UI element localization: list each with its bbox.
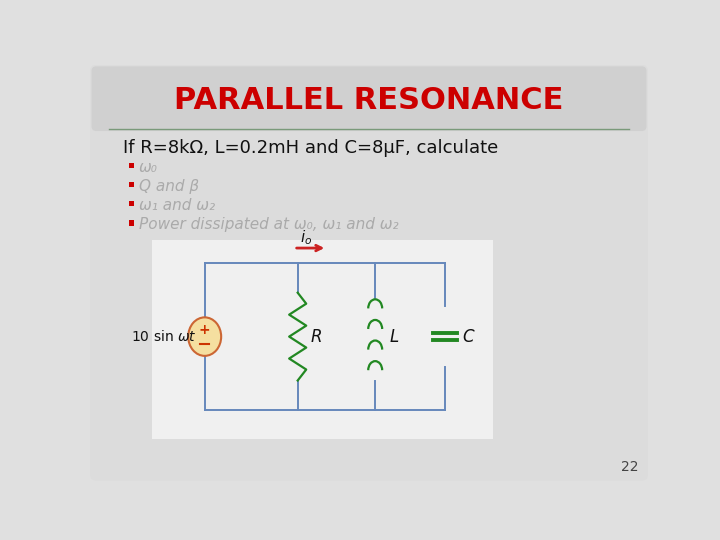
Bar — [129, 163, 134, 168]
Bar — [129, 201, 134, 206]
Text: PARALLEL RESONANCE: PARALLEL RESONANCE — [174, 86, 564, 116]
Bar — [129, 182, 134, 187]
Text: Q and β: Q and β — [139, 179, 199, 194]
Text: Power dissipated at ω₀, ω₁ and ω₂: Power dissipated at ω₀, ω₁ and ω₂ — [139, 218, 398, 232]
Text: 22: 22 — [621, 461, 639, 475]
Text: R: R — [310, 328, 322, 346]
Text: +: + — [199, 323, 210, 338]
FancyBboxPatch shape — [91, 66, 647, 131]
Text: $i_o$: $i_o$ — [300, 228, 312, 247]
Bar — [129, 220, 134, 226]
Text: ω₁ and ω₂: ω₁ and ω₂ — [139, 198, 215, 213]
Text: 10 sin $\omega t$: 10 sin $\omega t$ — [132, 329, 197, 344]
Ellipse shape — [188, 318, 221, 356]
Text: L: L — [389, 328, 398, 346]
FancyBboxPatch shape — [90, 65, 648, 481]
Bar — [152, 240, 493, 439]
Text: ω₀: ω₀ — [139, 160, 158, 175]
Text: If R=8kΩ, L=0.2mH and C=8μF, calculate: If R=8kΩ, L=0.2mH and C=8μF, calculate — [122, 139, 498, 157]
Text: C: C — [462, 328, 474, 346]
